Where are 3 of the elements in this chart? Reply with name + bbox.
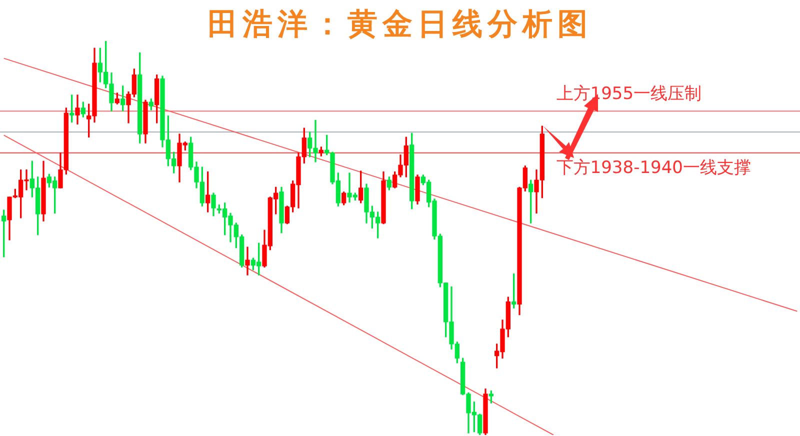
chart-title: 田浩洋：黄金日线分析图: [206, 7, 594, 43]
ref-line-label: 下方1938-1940一线支撑: [556, 158, 751, 178]
candlestick: [245, 246, 250, 276]
